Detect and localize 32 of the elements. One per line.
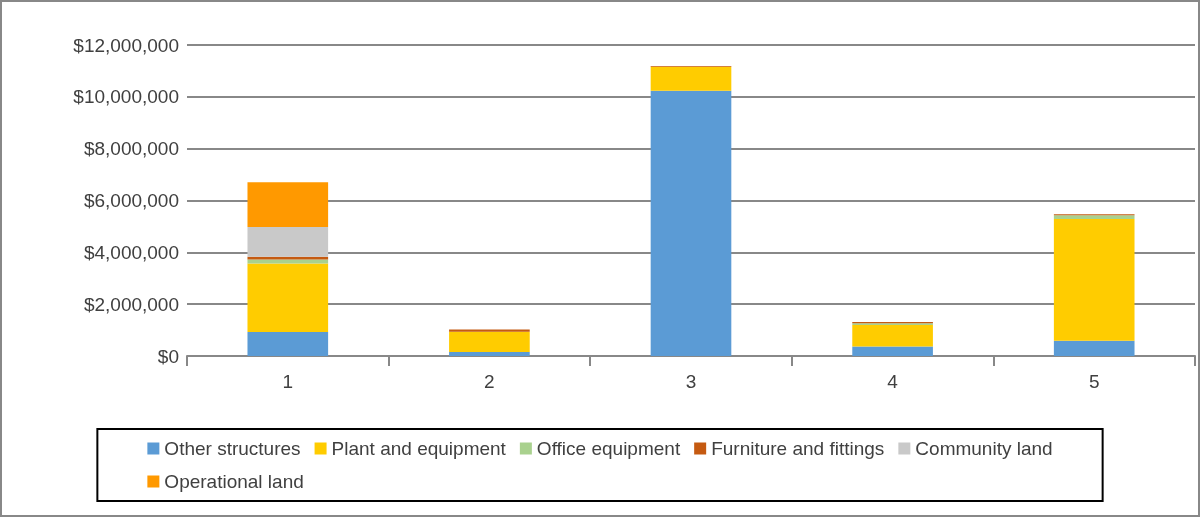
y-tick-label: $12,000,000 xyxy=(73,34,179,56)
bar xyxy=(1053,340,1135,356)
y-tick-label: $4,000,000 xyxy=(83,241,179,263)
bar xyxy=(449,331,530,353)
bar xyxy=(650,90,732,356)
y-tick-label: $2,000,000 xyxy=(83,293,179,315)
bar xyxy=(1053,218,1135,341)
y-tick-label: $6,000,000 xyxy=(83,190,179,211)
bar xyxy=(650,66,732,91)
legend-label: Other structures xyxy=(164,438,301,459)
bar xyxy=(852,346,933,356)
bar xyxy=(247,226,329,257)
y-tick-label: $8,000,000 xyxy=(83,138,179,160)
bar xyxy=(852,324,933,347)
bar xyxy=(449,352,530,356)
x-tick-label: 1 xyxy=(282,371,294,392)
bar xyxy=(247,182,329,227)
legend-label: Operational land xyxy=(164,471,304,492)
legend-label: Office equipment xyxy=(536,438,681,459)
bar xyxy=(247,263,329,332)
y-tick-label: $0 xyxy=(157,345,179,367)
bar xyxy=(247,256,329,260)
x-tick-label: 5 xyxy=(1088,371,1100,392)
legend-label: Plant and equipment xyxy=(331,438,507,459)
bar xyxy=(449,329,530,332)
bar xyxy=(247,331,329,356)
legend-label: Community land xyxy=(915,438,1053,459)
y-tick-label: $10,000,000 xyxy=(73,86,179,108)
x-tick-label: 3 xyxy=(685,371,697,392)
x-tick-label: 2 xyxy=(484,371,495,392)
legend-label: Furniture and fittings xyxy=(711,438,885,459)
x-tick-label: 4 xyxy=(887,371,899,392)
